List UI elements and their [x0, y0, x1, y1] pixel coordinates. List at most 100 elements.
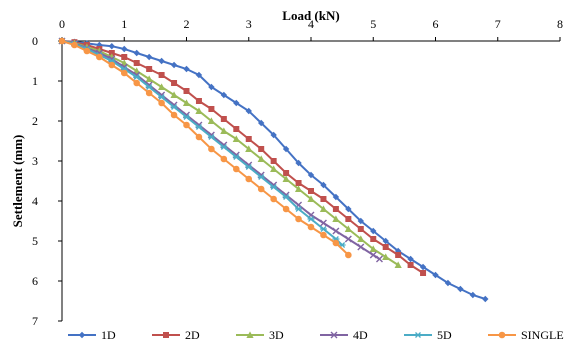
- y-ticks: 0 1 2 3 4 5 6 7: [32, 34, 62, 328]
- data-point: [233, 165, 240, 173]
- data-point: [320, 231, 327, 239]
- legend-item: 5D: [404, 328, 452, 342]
- data-point: [319, 205, 328, 212]
- data-point: [345, 205, 352, 213]
- data-point: [245, 175, 253, 183]
- data-point: [245, 107, 252, 115]
- data-point: [195, 124, 203, 130]
- data-point: [382, 237, 389, 245]
- data-point: [145, 53, 153, 61]
- data-point: [270, 131, 277, 139]
- data-point: [245, 136, 252, 142]
- data-point: [208, 145, 215, 153]
- data-point: [369, 251, 377, 259]
- series-line: [61, 40, 343, 246]
- data-point: [320, 181, 327, 189]
- data-point: [419, 263, 427, 271]
- x-axis-title: Load (kN): [282, 8, 339, 23]
- data-point: [83, 47, 91, 55]
- data-point: [96, 53, 103, 61]
- y-tick-label: 1: [32, 74, 38, 88]
- data-point: [220, 127, 228, 134]
- legend-marker: [246, 331, 254, 338]
- data-point: [282, 194, 290, 200]
- data-point: [357, 243, 365, 251]
- legend-item: 2D: [152, 328, 200, 342]
- data-point: [308, 188, 314, 194]
- y-tick-label: 0: [32, 34, 38, 48]
- data-point: [295, 206, 303, 212]
- data-point: [158, 94, 166, 100]
- data-point: [133, 60, 140, 66]
- data-point: [295, 159, 302, 167]
- data-point: [469, 291, 477, 299]
- data-point: [183, 88, 190, 94]
- legend-marker: [163, 332, 169, 338]
- legend-item: 3D: [236, 328, 284, 342]
- data-point: [145, 75, 153, 82]
- data-point: [233, 99, 240, 107]
- data-point: [319, 219, 327, 227]
- legend-label: 5D: [437, 328, 452, 342]
- data-point: [282, 145, 290, 153]
- data-point: [270, 165, 278, 172]
- data-point: [71, 41, 78, 49]
- data-point: [258, 146, 265, 152]
- data-point: [195, 107, 203, 114]
- data-point: [220, 155, 228, 163]
- data-point: [295, 180, 302, 186]
- data-point: [170, 91, 178, 98]
- x-tick-label: 0: [59, 17, 65, 31]
- x-tick-label: 6: [433, 17, 439, 31]
- y-tick-label: 3: [32, 154, 38, 168]
- series-5d: [58, 38, 346, 248]
- data-point: [282, 205, 290, 213]
- data-point: [375, 255, 383, 263]
- x-tick-label: 3: [246, 17, 252, 31]
- data-point: [319, 226, 327, 232]
- legend-item: 4D: [320, 328, 368, 342]
- data-point: [258, 119, 265, 127]
- data-point: [170, 61, 178, 69]
- data-point: [307, 223, 315, 231]
- data-point: [170, 104, 178, 110]
- data-point: [357, 217, 364, 225]
- data-point: [394, 261, 402, 268]
- legend-label: 4D: [353, 328, 368, 342]
- data-point: [207, 134, 215, 140]
- data-point: [320, 196, 327, 202]
- data-point: [208, 106, 215, 112]
- data-point: [145, 89, 153, 97]
- data-point: [332, 215, 340, 222]
- legend-marker: [330, 331, 338, 339]
- x-tick-label: 2: [184, 17, 190, 31]
- data-point: [294, 185, 303, 192]
- series-line: [61, 40, 350, 256]
- data-point: [121, 45, 128, 53]
- data-point: [270, 158, 277, 164]
- data-point: [146, 66, 153, 72]
- data-point: [58, 37, 66, 45]
- data-point: [382, 244, 389, 250]
- y-tick-label: 2: [32, 114, 38, 128]
- data-point: [195, 133, 203, 141]
- legend-marker: [498, 331, 506, 339]
- data-point: [307, 171, 315, 179]
- x-ticks: 0 1 2 3 4 5 6 7 8: [59, 17, 563, 41]
- data-point: [220, 144, 228, 150]
- series-line: [61, 40, 381, 260]
- data-point: [195, 71, 203, 79]
- y-axis-title: Settlement (mm): [10, 135, 25, 228]
- data-point: [207, 117, 215, 124]
- data-point: [158, 83, 166, 90]
- legend-label: 2D: [185, 328, 200, 342]
- data-point: [369, 245, 377, 252]
- x-tick-label: 7: [495, 17, 501, 31]
- legend: 1D 2D 3D 4D 5D SINGLE: [68, 328, 564, 342]
- data-point: [158, 57, 165, 65]
- data-point: [133, 79, 140, 87]
- data-point: [282, 175, 290, 182]
- data-point: [195, 98, 202, 104]
